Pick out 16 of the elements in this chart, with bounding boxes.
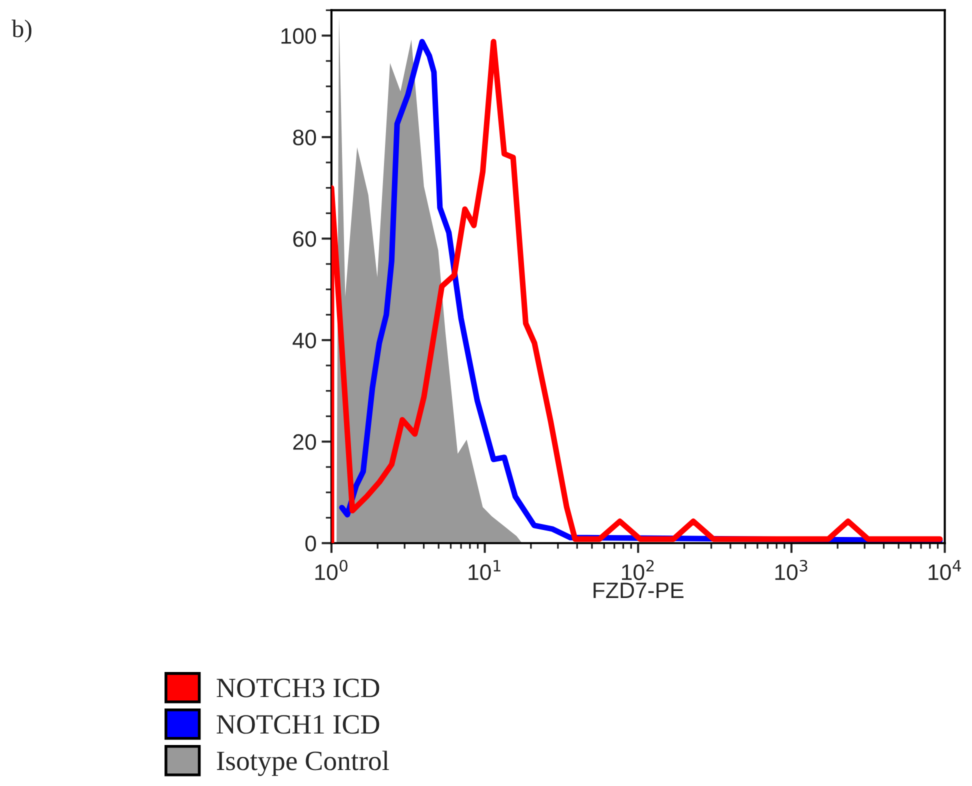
legend-label: NOTCH1 ICD [216, 715, 380, 734]
x-axis-title: FZD7-PE [594, 582, 684, 598]
y-tick-label: 100 [281, 28, 316, 44]
x-tick-label: 10$^{3}$ [775, 560, 808, 580]
y-tick-label: 0 [305, 536, 316, 552]
y-tick-label: 40 [292, 332, 316, 348]
y-tick-label: 60 [293, 231, 316, 247]
legend-label: Isotype Control [216, 750, 389, 776]
y-tick-label: 80 [293, 130, 316, 146]
x-tick-label: 10$^{4}$ [928, 560, 961, 580]
legend-label: NOTCH3 ICD [216, 678, 380, 698]
x-tick-label: 10$^{0}$ [315, 560, 348, 580]
y-tick-label: 20 [293, 434, 316, 450]
x-tick-label: 10$^{1}$ [468, 560, 500, 580]
text: b) [12, 20, 32, 42]
x-tick-label: 10$^{2}$ [622, 560, 654, 580]
